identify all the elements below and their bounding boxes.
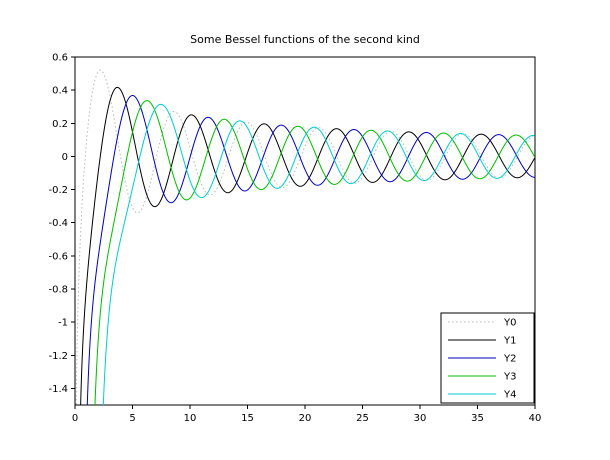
x-tick-label: 25 xyxy=(356,413,369,424)
y-tick-label: -1 xyxy=(58,318,68,329)
series-line-y4 xyxy=(102,103,535,405)
x-tick-label: 30 xyxy=(414,413,427,424)
x-tick-label: 10 xyxy=(184,413,197,424)
y-tick-label: -0.2 xyxy=(48,185,68,196)
y-tick-label: -0.6 xyxy=(48,251,68,262)
series-line-y3 xyxy=(94,100,535,405)
x-tick-label: 35 xyxy=(471,413,484,424)
y-tick-label: 0.2 xyxy=(52,119,68,130)
series-line-y2 xyxy=(86,95,535,405)
y-tick-label: 0 xyxy=(62,152,68,163)
legend-label-y0: Y0 xyxy=(503,318,516,329)
y-tick-label: -1.4 xyxy=(48,384,68,395)
x-tick-label: 40 xyxy=(529,413,542,424)
y-tick-label: -1.2 xyxy=(48,351,68,362)
series-group xyxy=(75,69,535,405)
y-tick-label: 0.6 xyxy=(52,53,68,64)
legend-label-y4: Y4 xyxy=(503,390,516,401)
x-tick-label: 20 xyxy=(299,413,312,424)
y-tick-label: -0.4 xyxy=(48,218,68,229)
y-tick-label: 0.4 xyxy=(52,86,68,97)
y-tick-label: -0.8 xyxy=(48,285,68,296)
x-tick-label: 5 xyxy=(129,413,135,424)
legend-label-y3: Y3 xyxy=(503,372,516,383)
series-line-y1 xyxy=(80,86,535,405)
x-tick-label: 0 xyxy=(72,413,78,424)
x-tick-label: 15 xyxy=(241,413,254,424)
legend-label-y1: Y1 xyxy=(503,336,516,347)
series-line-y0 xyxy=(75,69,535,405)
legend-label-y2: Y2 xyxy=(503,354,516,365)
chart-title: Some Bessel functions of the second kind xyxy=(190,33,420,46)
